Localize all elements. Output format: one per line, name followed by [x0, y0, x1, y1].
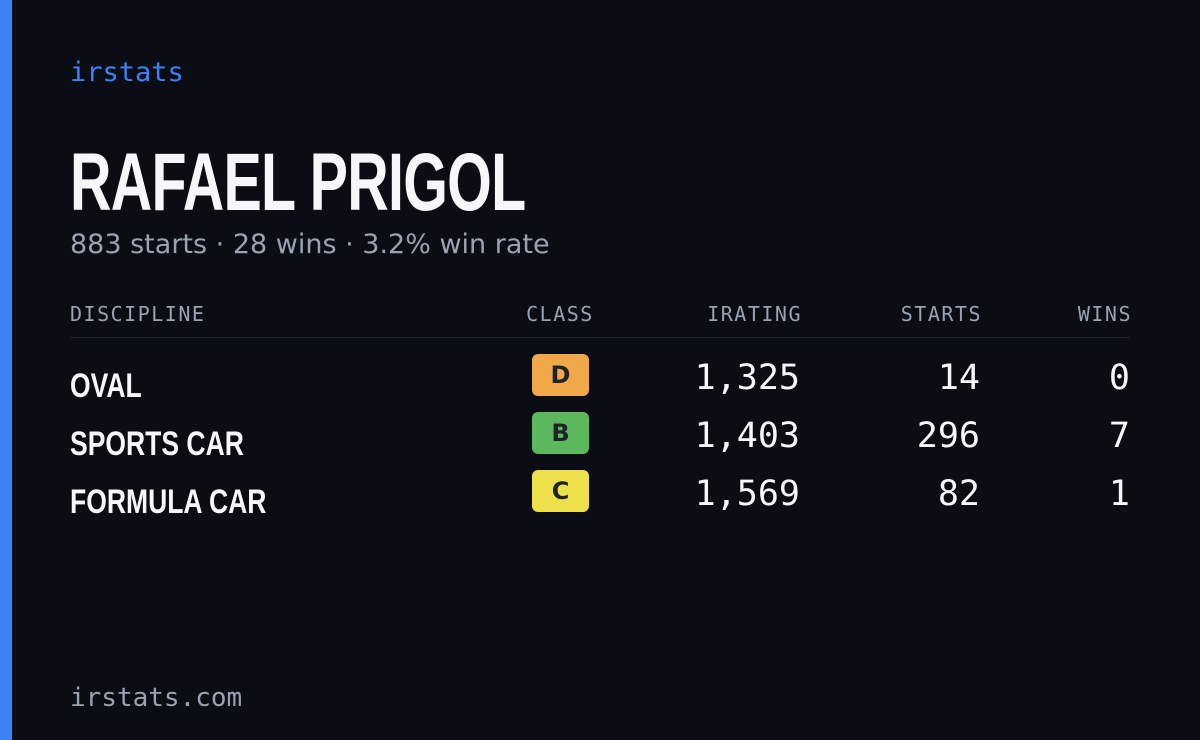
wins: 1 — [1108, 474, 1130, 514]
class-badge: B — [532, 412, 589, 454]
discipline: FORMULA CAR — [70, 483, 267, 521]
irating: 1,325 — [694, 358, 800, 398]
header-wins: WINS — [1077, 302, 1132, 326]
irating: 1,403 — [694, 416, 800, 456]
accent-bar — [0, 0, 12, 740]
starts: 82 — [937, 474, 980, 514]
class-badge: D — [532, 354, 589, 396]
discipline: OVAL — [70, 367, 142, 405]
discipline: SPORTS CAR — [70, 425, 244, 463]
header-discipline: DISCIPLINE — [70, 302, 206, 326]
class-badge: C — [532, 470, 589, 512]
footer-url: irstats.com — [70, 683, 243, 713]
starts: 14 — [937, 358, 980, 398]
wins: 7 — [1108, 416, 1130, 456]
starts: 296 — [916, 416, 980, 456]
driver-name: RAFAEL PRIGOL — [70, 137, 526, 228]
header-starts: STARTS — [900, 302, 982, 326]
header-rule — [70, 337, 1130, 338]
wins: 0 — [1108, 358, 1130, 398]
header-class: CLASS — [526, 302, 594, 326]
header-irating: IRATING — [707, 302, 802, 326]
irating: 1,569 — [694, 474, 800, 514]
driver-summary: 883 starts · 28 wins · 3.2% win rate — [70, 229, 550, 260]
brand: irstats — [70, 57, 184, 88]
